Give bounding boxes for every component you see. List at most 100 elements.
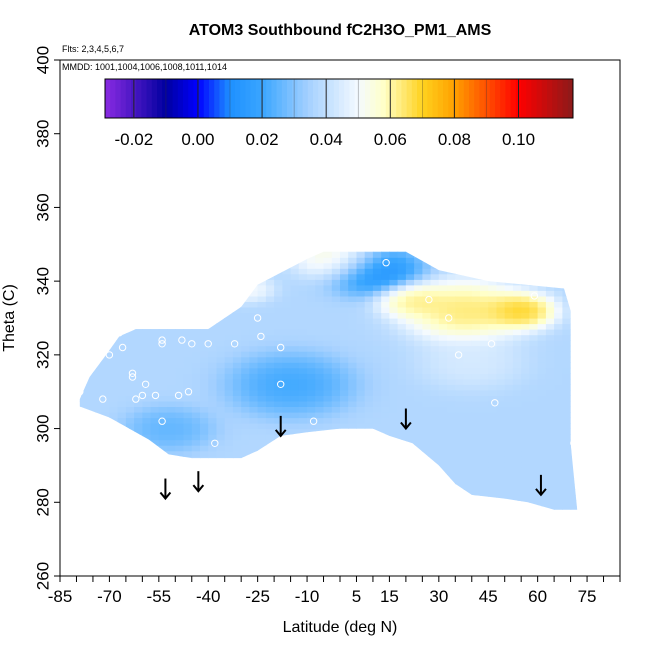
field-cell — [84, 384, 94, 391]
observation-point — [204, 340, 212, 348]
field-cell — [488, 412, 497, 419]
field-cell — [554, 329, 563, 336]
field-cell — [79, 406, 86, 413]
field-cell — [570, 251, 578, 253]
field-cell — [348, 489, 357, 496]
field-cell — [142, 461, 152, 468]
field-cell — [340, 434, 349, 441]
field-cell — [422, 506, 432, 510]
colorbar-segment — [500, 79, 506, 118]
field-cell — [117, 312, 127, 319]
field-cell — [348, 406, 357, 413]
field-cell — [554, 251, 563, 258]
field-cell — [488, 500, 497, 507]
field-cell — [521, 318, 530, 325]
field-cell — [232, 450, 242, 457]
field-cell — [109, 351, 119, 358]
field-cell — [158, 262, 168, 269]
field-cell — [315, 356, 325, 363]
field-cell — [323, 395, 333, 402]
field-cell — [200, 378, 209, 385]
field-cell — [249, 489, 259, 496]
field-cell — [430, 257, 440, 264]
field-cell — [274, 340, 283, 347]
field-cell — [463, 494, 473, 501]
field-cell — [324, 241, 333, 247]
y-axis-label: Theta (C) — [1, 284, 18, 352]
field-cell — [158, 367, 168, 374]
field-cell — [414, 417, 423, 424]
field-cell — [265, 461, 275, 468]
field-cell — [471, 445, 481, 452]
field-cell — [150, 257, 160, 264]
field-cell — [117, 400, 127, 407]
field-cell — [175, 384, 185, 391]
field-cell — [167, 423, 176, 430]
field-cell — [249, 406, 259, 413]
field-cell — [125, 334, 135, 341]
field-cell — [208, 268, 217, 275]
field-cell — [496, 428, 506, 435]
field-cell — [85, 241, 94, 247]
field-cell — [463, 340, 473, 347]
field-cell — [298, 356, 308, 363]
field-cell — [397, 251, 407, 258]
field-cell — [496, 467, 506, 474]
field-cell — [191, 273, 201, 280]
field-cell — [504, 251, 514, 253]
field-cell — [365, 241, 374, 247]
field-cell — [265, 362, 275, 369]
field-cell — [315, 334, 325, 341]
field-cell — [512, 340, 522, 347]
field-cell — [364, 489, 374, 496]
field-cell — [430, 251, 440, 253]
field-cell — [504, 412, 514, 419]
field-cell — [340, 456, 349, 463]
field-cell — [397, 262, 407, 269]
field-cell — [183, 318, 193, 325]
field-cell — [323, 340, 333, 347]
field-cell — [142, 251, 152, 258]
field-cell — [480, 417, 489, 424]
field-cell — [216, 395, 226, 402]
field-cell — [488, 423, 497, 430]
field-cell — [364, 467, 374, 474]
field-cell — [430, 306, 440, 313]
field-cell — [463, 506, 473, 510]
field-cell — [224, 483, 234, 490]
field-cell — [257, 312, 267, 319]
field-cell — [512, 362, 522, 369]
field-cell — [315, 295, 325, 302]
field-cell — [167, 351, 176, 358]
field-cell — [101, 268, 110, 275]
field-cell — [372, 295, 382, 302]
field-cell — [480, 461, 489, 468]
field-cell — [101, 389, 110, 396]
field-cell — [117, 334, 127, 341]
field-cell — [323, 351, 333, 358]
field-cell — [109, 483, 119, 490]
field-cell — [257, 273, 267, 280]
field-cell — [389, 400, 399, 407]
colorbar-segment — [552, 79, 558, 118]
field-cell — [249, 362, 259, 369]
field-cell — [356, 373, 366, 380]
field-cell — [134, 472, 143, 479]
field-cell — [274, 384, 283, 391]
field-cell — [463, 290, 473, 297]
field-cell — [290, 323, 300, 330]
field-cell — [430, 439, 440, 446]
field-cell — [232, 367, 242, 374]
field-cell — [480, 373, 489, 380]
field-cell — [488, 461, 497, 468]
field-cell — [175, 467, 185, 474]
field-cell — [455, 450, 465, 457]
field-cell — [331, 306, 341, 313]
field-cell — [422, 456, 432, 463]
field-cell — [545, 251, 555, 253]
field-cell — [405, 467, 415, 474]
field-cell — [298, 434, 308, 441]
field-cell — [249, 428, 259, 435]
field-cell — [315, 395, 325, 402]
field-cell — [414, 251, 423, 253]
